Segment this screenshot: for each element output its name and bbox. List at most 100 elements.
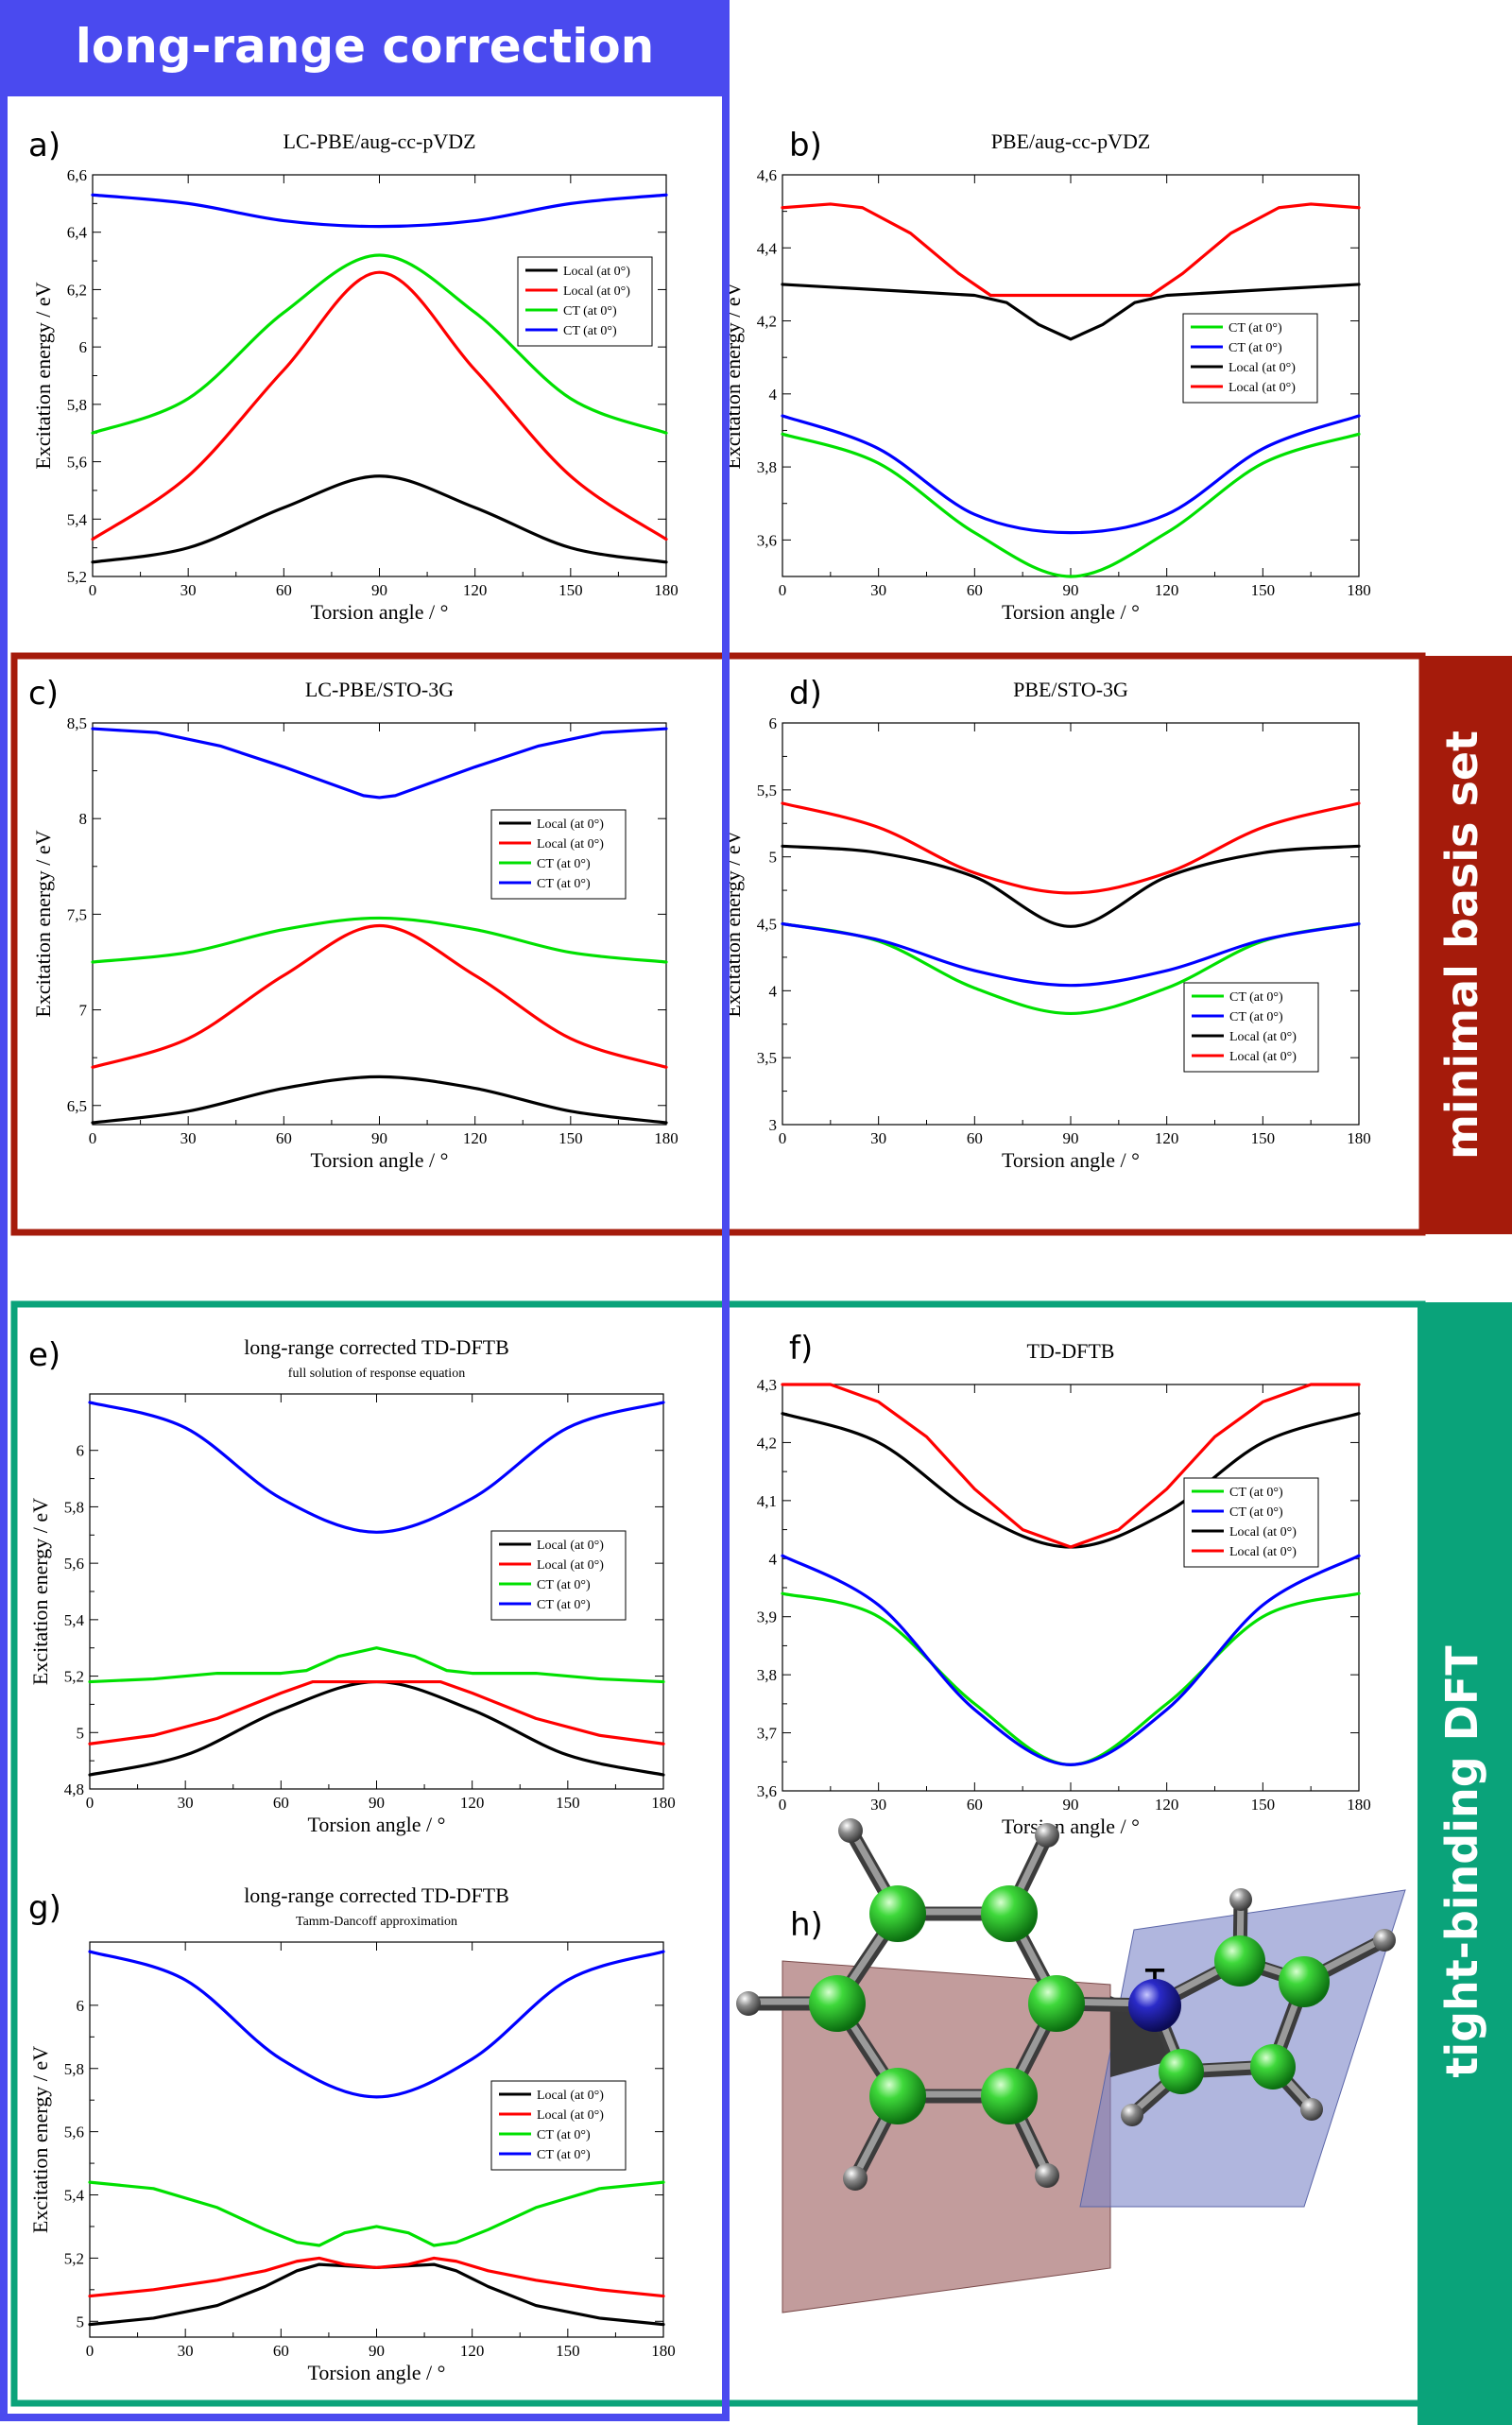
minimal-basis-frame	[10, 652, 1426, 1236]
x-tick-label-d: 60	[967, 1129, 983, 1147]
series-line-g-2	[88, 2180, 665, 2247]
series-line-a-1	[91, 270, 668, 542]
legend-label-f-1: CT (at 0°)	[1229, 1505, 1283, 1520]
y-tick-label-g: 5,2	[64, 2249, 84, 2267]
atom-C6	[809, 1975, 866, 2032]
legend-label-e-1: Local (at 0°)	[537, 1558, 604, 1573]
panel-h-letter: h)	[790, 1906, 823, 1944]
chart-title-g: long-range corrected TD-DFTB	[244, 1883, 509, 1907]
chart-subtitle-g: Tamm-Dancoff approximation	[296, 1915, 457, 1929]
y-tick-label-e: 5	[77, 1724, 85, 1742]
y-tick-label-b: 4,2	[757, 313, 777, 331]
y-tick-label-c: 6,5	[67, 1097, 87, 1115]
y-tick-label-f: 3,7	[757, 1725, 778, 1743]
x-tick-label-g: 120	[460, 2342, 485, 2360]
y-tick-label-f: 3,9	[757, 1608, 777, 1626]
y-tick-label-f: 3,6	[757, 1782, 777, 1800]
panel-letter-a: a)	[28, 127, 60, 164]
x-tick-label-a: 90	[371, 581, 387, 599]
legend-label-a-1: Local (at 0°)	[563, 284, 630, 299]
panel-letter-d: d)	[789, 675, 822, 713]
y-tick-label-d: 6	[769, 714, 778, 732]
y-tick-label-e: 5,2	[64, 1668, 84, 1686]
atom-H2	[1035, 1823, 1059, 1848]
legend-label-d-3: Local (at 0°)	[1229, 1050, 1297, 1064]
chart-panel-g: g) long-range corrected TD-DFTB Tamm-Danco…	[28, 1883, 676, 2384]
atom-C1	[869, 1885, 926, 1942]
y-tick-label-b: 3,8	[757, 458, 777, 476]
minimal-basis-band	[1419, 656, 1512, 1234]
x-tick-label-d: 180	[1347, 1129, 1371, 1147]
x-tick-label-c: 30	[180, 1129, 197, 1147]
atom-P1	[1214, 1935, 1265, 1986]
y-tick-label-e: 5,6	[64, 1555, 84, 1573]
series-line-d-3	[781, 801, 1361, 895]
x-tick-label-f: 0	[779, 1796, 787, 1814]
chart-panel-d: d) PBE/STO-3G 0 30 60 90 120 150 180 3 3,5 4 4,5 5 5,5…	[721, 675, 1371, 1172]
x-tick-label-a: 60	[276, 581, 292, 599]
series-line-f-0	[781, 1591, 1361, 1766]
series-line-f-3	[781, 1383, 1361, 1549]
x-axis-label-f: Torsion angle / °	[1002, 1814, 1140, 1838]
long-range-label: long-range correction	[76, 19, 655, 74]
legend-label-c-2: CT (at 0°)	[537, 857, 591, 871]
legend-label-e-3: CT (at 0°)	[537, 1598, 591, 1612]
atom-P2	[1279, 1956, 1330, 2007]
y-tick-label-f: 3,8	[757, 1666, 777, 1684]
x-axis-label-e: Torsion angle / °	[308, 1813, 446, 1836]
series-line-g-0	[88, 2262, 665, 2327]
y-tick-label-d: 3	[769, 1116, 778, 1134]
long-range-frame	[0, 89, 730, 2421]
y-tick-label-g: 5,4	[64, 2187, 85, 2205]
y-tick-label-d: 5,5	[757, 782, 777, 800]
chart-panel-f: f) TD-DFTB 0 30 60 90 120 150 180 3,6 3,7 3,8 3,9 4 4,…	[757, 1330, 1371, 1838]
x-tick-label-b: 0	[779, 581, 787, 599]
series-line-c-2	[91, 916, 668, 964]
y-tick-label-b: 4,6	[757, 166, 777, 184]
series-line-a-3	[91, 193, 668, 229]
panel-h-molecule: h) τ	[736, 1818, 1406, 2313]
series-line-f-1	[781, 1554, 1361, 1766]
y-tick-label-a: 6,2	[67, 281, 87, 299]
chart-title-b: PBE/aug-cc-pVDZ	[991, 129, 1151, 153]
atom-HP1	[1229, 1888, 1252, 1911]
legend-label-e-0: Local (at 0°)	[537, 1539, 604, 1553]
y-axis-label-e: Excitation energy / eV	[28, 1498, 52, 1685]
y-tick-label-a: 5,4	[67, 510, 88, 528]
atom-H5	[843, 2166, 868, 2191]
x-tick-label-e: 180	[651, 1794, 676, 1812]
x-tick-label-f: 120	[1155, 1796, 1179, 1814]
x-axis-label-c: Torsion angle / °	[311, 1148, 449, 1172]
series-line-c-0	[91, 1075, 668, 1125]
legend-label-f-0: CT (at 0°)	[1229, 1486, 1283, 1500]
x-tick-label-a: 180	[654, 581, 679, 599]
atom-N	[1128, 1979, 1181, 2032]
x-tick-label-a: 30	[180, 581, 197, 599]
legend-label-b-2: Local (at 0°)	[1228, 361, 1296, 375]
x-tick-label-g: 60	[273, 2342, 289, 2360]
minimal-basis-label: minimal basis set	[1436, 731, 1487, 1160]
x-tick-label-f: 30	[870, 1796, 886, 1814]
legend-label-b-3: Local (at 0°)	[1228, 381, 1296, 395]
x-tick-label-f: 90	[1063, 1796, 1079, 1814]
plot-frame-a	[92, 174, 667, 577]
atom-C3	[1028, 1975, 1085, 2032]
atom-C5	[869, 2068, 926, 2124]
y-tick-label-d: 5	[769, 849, 778, 867]
y-tick-label-f: 4,2	[757, 1434, 777, 1452]
series-line-c-3	[91, 727, 668, 800]
legend-label-a-3: CT (at 0°)	[563, 324, 617, 338]
panel-letter-g: g)	[28, 1889, 61, 1927]
x-tick-label-g: 90	[369, 2342, 385, 2360]
long-range-header	[0, 0, 730, 93]
x-tick-label-b: 60	[967, 581, 983, 599]
x-axis-label-a: Torsion angle / °	[311, 600, 449, 624]
y-tick-label-f: 4,1	[757, 1492, 777, 1510]
chart-title-c: LC-PBE/STO-3G	[305, 678, 454, 701]
legend-label-g-2: CT (at 0°)	[537, 2128, 591, 2142]
series-line-e-3	[88, 1401, 665, 1534]
plot-frame-f	[782, 1384, 1360, 1792]
y-tick-label-g: 5,6	[64, 2124, 84, 2141]
y-tick-label-a: 5,6	[67, 454, 87, 472]
